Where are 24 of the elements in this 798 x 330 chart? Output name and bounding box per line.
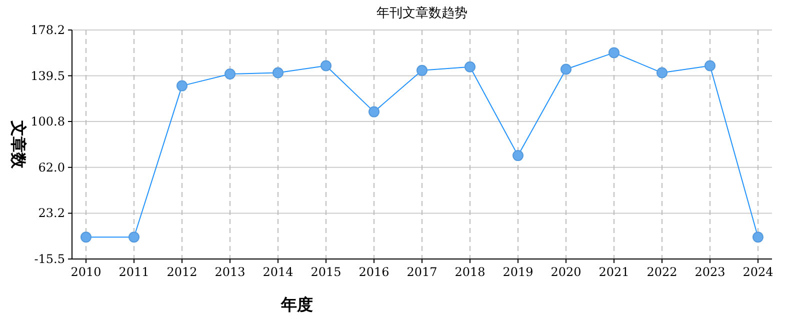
y-tick-label: -15.5: [34, 252, 65, 266]
chart-title: 年刊文章数趋势: [376, 6, 468, 21]
y-tick-label: 178.2: [30, 23, 65, 37]
x-tick-label: 2023: [694, 265, 726, 279]
x-tick-label: 2022: [646, 265, 678, 279]
x-tick-label: 2014: [262, 265, 294, 279]
x-tick-label: 2013: [214, 265, 246, 279]
x-axis-title: 年度: [280, 295, 313, 314]
x-tick-label: 2012: [166, 265, 198, 279]
x-tick-label: 2015: [310, 265, 342, 279]
x-tick-label: 2018: [454, 265, 486, 279]
y-tick-label: 23.2: [38, 206, 65, 220]
x-tick-label: 2016: [358, 265, 390, 279]
y-tick-label: 62.0: [38, 160, 65, 174]
x-tick-label: 2019: [502, 265, 534, 279]
x-tick-label: 2020: [550, 265, 582, 279]
x-tick-label: 2021: [598, 265, 630, 279]
x-tick-label: 2010: [70, 265, 102, 279]
y-axis-title: 文章数: [9, 120, 28, 170]
x-tick-label: 2017: [406, 265, 438, 279]
x-tick-label: 2011: [118, 265, 150, 279]
y-tick-label: 100.8: [30, 114, 65, 129]
y-tick-label: 139.5: [30, 68, 65, 83]
x-tick-label: 2024: [742, 265, 774, 279]
